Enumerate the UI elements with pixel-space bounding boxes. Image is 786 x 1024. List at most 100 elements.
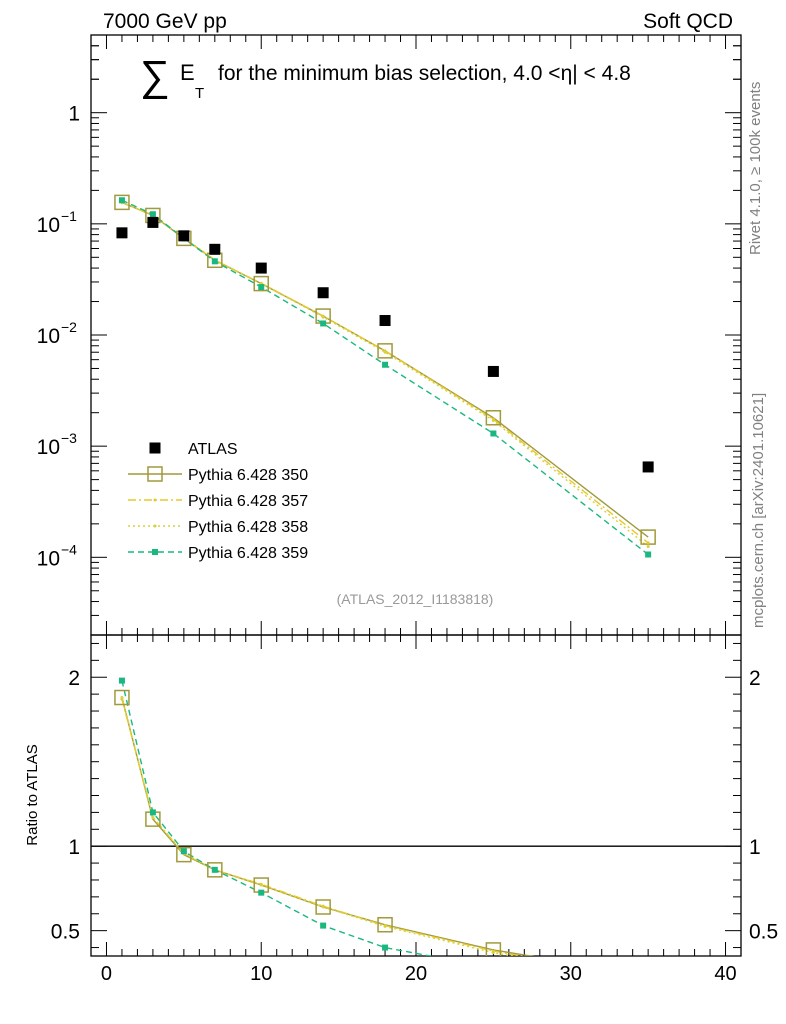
- legend-marker-data: [149, 442, 161, 454]
- data-point: [178, 230, 190, 242]
- ratio-point-2: [383, 924, 387, 928]
- ratio-point-3: [645, 985, 651, 991]
- y-tick-exponent: −2: [61, 319, 77, 335]
- x-tick-label: 20: [405, 963, 427, 985]
- series-point-2: [491, 419, 495, 423]
- series-point-1: [646, 541, 650, 545]
- series-point-0: [253, 275, 269, 292]
- legend-label-data: ATLAS: [188, 441, 238, 458]
- y-tick-label: 10: [37, 436, 60, 459]
- ratio-point-2: [491, 951, 495, 955]
- axis-ticks: [90, 34, 742, 956]
- data-point: [642, 461, 654, 473]
- ratio-point-0: [176, 846, 192, 863]
- series-point-3: [258, 284, 265, 291]
- ratio-point-3: [180, 848, 187, 855]
- ratio-point-2: [120, 696, 124, 700]
- series-point-0: [485, 410, 502, 426]
- series-point-3: [645, 551, 652, 558]
- y-tick-label: 10: [37, 214, 60, 237]
- reference-label: (ATLAS_2012_I1183818): [337, 591, 494, 607]
- x-tick-label: 30: [560, 963, 582, 985]
- ratio-point-2: [321, 905, 325, 909]
- ratio-point-2: [151, 815, 155, 819]
- series-line-1: [121, 202, 649, 544]
- series-point-3: [490, 430, 497, 437]
- ratio-point-0: [315, 899, 331, 915]
- legend-label-0: Pythia 6.428 350: [188, 467, 308, 484]
- legend: ATLAS Pythia 6.428 350 Pythia 6.428 357 Pyt…: [128, 441, 308, 562]
- ratio-series-lines: [121, 680, 535, 956]
- data-point: [317, 287, 329, 299]
- ratio-point-3: [258, 889, 265, 896]
- legend-marker-2: [153, 524, 157, 528]
- ratio-tick-label: 0.5: [51, 921, 80, 944]
- ratio-tick-label: 1: [68, 836, 80, 859]
- ratio-line-0: [121, 697, 535, 956]
- series-line-0: [121, 201, 649, 538]
- title-sum-symbol: ∑: [140, 52, 170, 99]
- main-series-markers: [114, 194, 656, 558]
- series-point-3: [320, 320, 327, 327]
- ratio-tick-label-right: 1: [749, 836, 761, 859]
- series-point-3: [118, 197, 125, 204]
- header-energy: 7000 GeV pp: [103, 10, 227, 33]
- y-tick-label: 10: [37, 325, 60, 348]
- ratio-point-1: [647, 978, 650, 981]
- data-point: [255, 262, 267, 274]
- data-point: [487, 365, 499, 377]
- legend-marker-3: [152, 549, 158, 555]
- ratio-point-2: [259, 883, 263, 887]
- title-text: for the minimum bias selection, 4.0 <η| …: [218, 62, 631, 85]
- series-point-2: [321, 315, 325, 319]
- header-category: Soft QCD: [643, 10, 733, 33]
- mcplots-site-label: mcplots.cern.ch [arXiv:2401.10621]: [750, 393, 767, 628]
- data-point: [116, 227, 128, 239]
- ratio-ylabel: Ratio to ATLAS: [24, 744, 41, 845]
- data-point: [379, 315, 391, 327]
- ratio-point-0: [114, 689, 130, 706]
- data-point: [209, 243, 221, 255]
- title-subscript: T: [195, 85, 204, 102]
- ratio-point-3: [382, 944, 389, 951]
- series-point-3: [211, 258, 218, 265]
- y-tick-exponent: −4: [61, 541, 77, 557]
- legend-marker-0: [147, 466, 163, 482]
- data-point: [147, 216, 159, 228]
- ratio-series-markers: [114, 677, 655, 991]
- series-point-0: [377, 343, 393, 359]
- legend-marker-1: [153, 498, 157, 502]
- ratio-point-3: [149, 809, 156, 816]
- legend-label-1: Pythia 6.428 357: [188, 493, 308, 510]
- legend-label-3: Pythia 6.428 359: [188, 545, 308, 562]
- series-point-0: [114, 194, 130, 211]
- ratio-point-3: [211, 866, 218, 873]
- series-line-2: [121, 201, 649, 548]
- series-point-3: [149, 211, 156, 218]
- x-tick-label: 10: [250, 963, 272, 985]
- x-tick-label: 40: [714, 963, 736, 985]
- y-tick-label: 1: [68, 103, 80, 126]
- ratio-point-0: [207, 862, 223, 878]
- ratio-point-2: [647, 980, 650, 983]
- ratio-line-1: [121, 699, 525, 956]
- ratio-point-0: [641, 968, 655, 982]
- ratio-point-0: [377, 916, 393, 933]
- ratio-panel-frame: [90, 634, 742, 957]
- rivet-version-label: Rivet 4.1.0, ≥ 100k events: [747, 82, 764, 255]
- y-tick-exponent: −3: [61, 430, 77, 446]
- title-var: E: [180, 60, 195, 85]
- x-tick-label: 0: [101, 963, 112, 985]
- ratio-tick-label-right: 2: [749, 667, 761, 690]
- series-point-2: [383, 350, 387, 354]
- ratio-line-2: [121, 697, 516, 956]
- ratio-point-3: [118, 677, 125, 684]
- ratio-point-3: [320, 922, 327, 929]
- y-tick-exponent: −1: [61, 208, 77, 224]
- ratio-tick-label: 2: [68, 667, 80, 690]
- series-point-3: [382, 361, 389, 368]
- y-tick-label: 10: [37, 547, 60, 570]
- legend-label-2: Pythia 6.428 358: [188, 519, 308, 536]
